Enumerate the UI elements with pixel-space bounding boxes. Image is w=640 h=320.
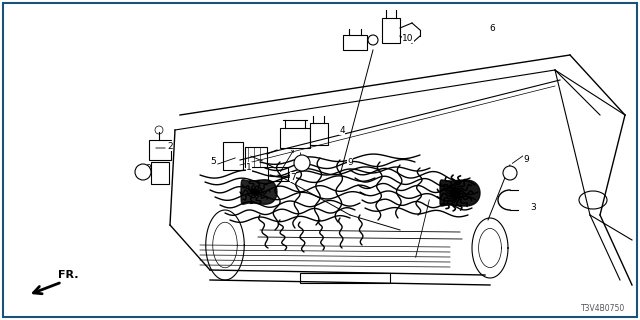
Text: 9: 9 (347, 157, 353, 166)
FancyBboxPatch shape (310, 123, 328, 145)
Circle shape (368, 35, 378, 45)
Circle shape (155, 126, 163, 134)
FancyBboxPatch shape (343, 35, 367, 50)
FancyBboxPatch shape (151, 162, 169, 184)
FancyBboxPatch shape (223, 142, 243, 170)
Text: T3V4B0750: T3V4B0750 (580, 304, 625, 313)
Text: 10: 10 (403, 34, 413, 43)
FancyBboxPatch shape (280, 128, 310, 148)
Text: 9: 9 (523, 155, 529, 164)
Text: FR.: FR. (58, 270, 79, 280)
Text: 3: 3 (530, 203, 536, 212)
Text: 7: 7 (290, 172, 296, 181)
Circle shape (135, 164, 151, 180)
Text: 5: 5 (210, 156, 216, 165)
Polygon shape (440, 180, 480, 206)
Text: 2: 2 (167, 141, 173, 150)
Text: 1: 1 (246, 163, 252, 172)
FancyBboxPatch shape (268, 167, 288, 181)
FancyBboxPatch shape (300, 273, 390, 283)
Text: 4: 4 (339, 125, 345, 134)
Text: 8: 8 (145, 164, 151, 172)
Polygon shape (241, 180, 277, 204)
Ellipse shape (579, 191, 607, 209)
Circle shape (503, 166, 517, 180)
FancyBboxPatch shape (382, 18, 400, 43)
Text: 6: 6 (489, 23, 495, 33)
FancyBboxPatch shape (149, 140, 171, 160)
FancyBboxPatch shape (245, 147, 267, 167)
Circle shape (294, 155, 310, 171)
